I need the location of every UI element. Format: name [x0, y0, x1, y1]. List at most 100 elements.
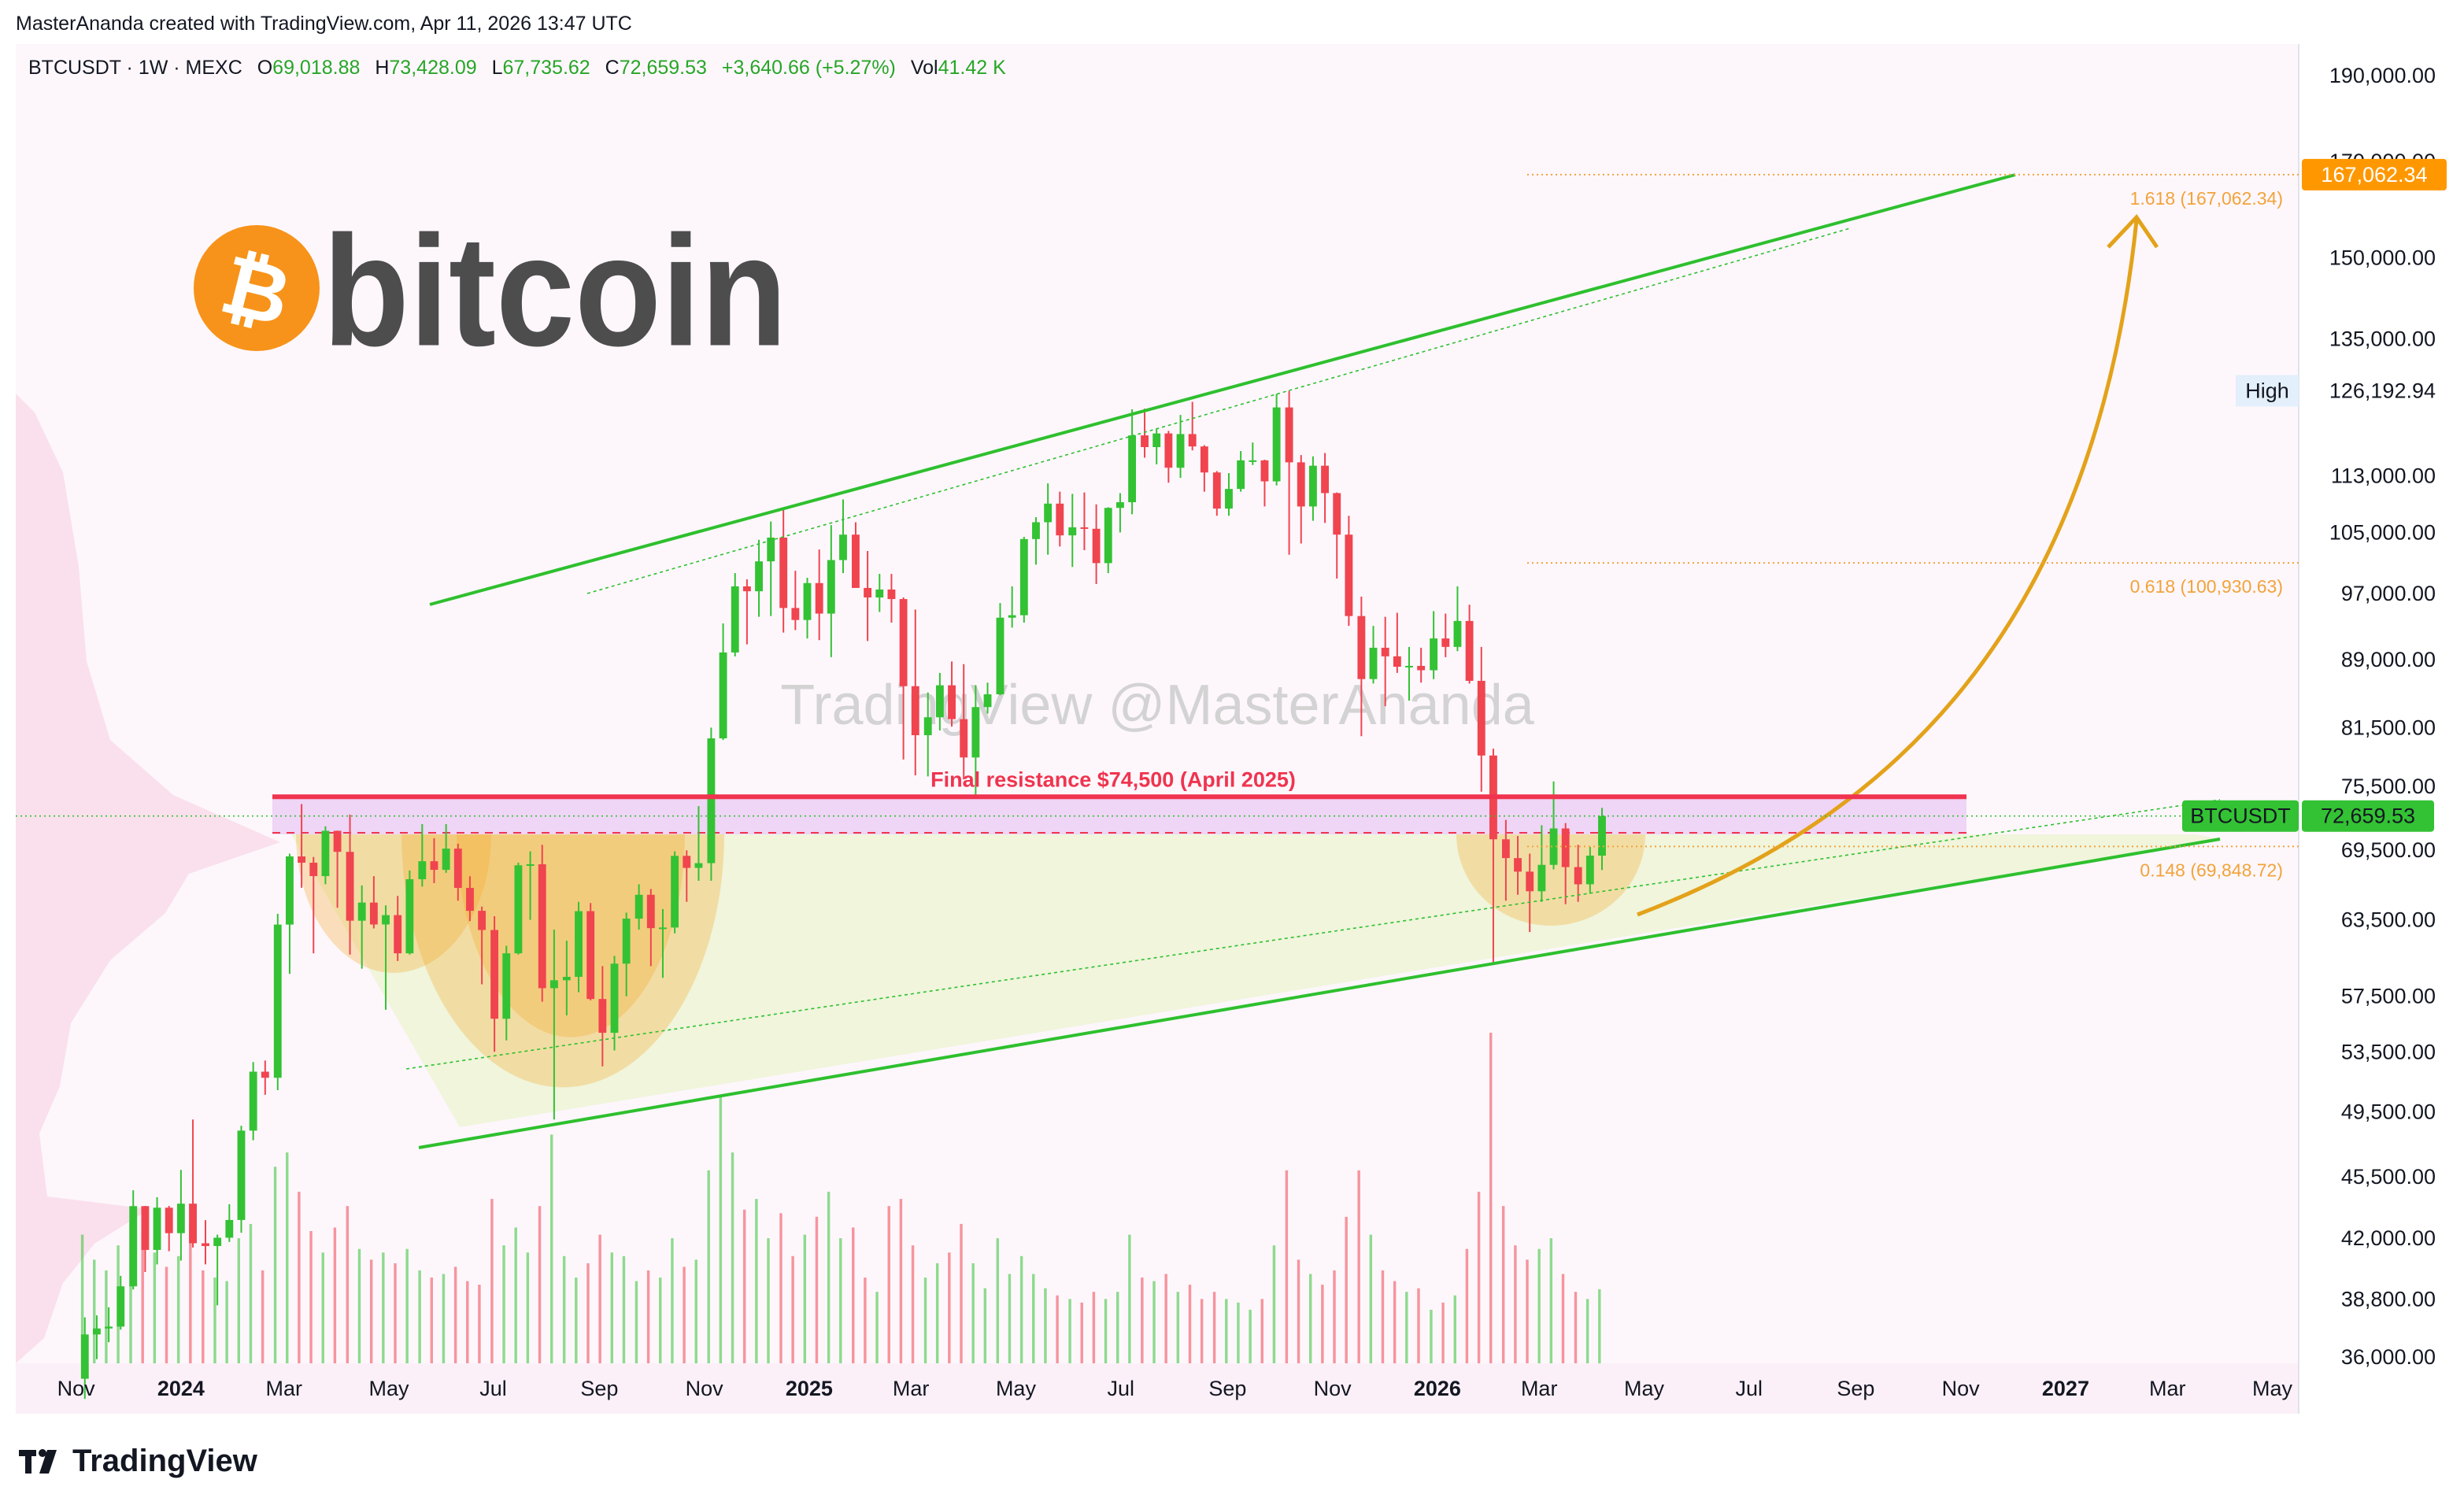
- candle-body: [1345, 534, 1353, 616]
- x-tick-label: Jul: [1735, 1377, 1763, 1400]
- candle-layer: [80, 390, 1606, 1400]
- candle-body: [719, 652, 727, 739]
- volume-bar: [1357, 1170, 1360, 1363]
- candle-body: [610, 963, 619, 1034]
- volume-bar: [1092, 1292, 1096, 1363]
- x-tick-label: Nov: [1314, 1377, 1352, 1400]
- candle-body: [478, 911, 487, 930]
- candle-body: [382, 915, 390, 925]
- candle-body: [1561, 828, 1570, 867]
- candle-body: [827, 560, 835, 614]
- volume-bar: [225, 1281, 228, 1363]
- candle-body: [1537, 864, 1546, 892]
- volume-bar: [1188, 1285, 1192, 1363]
- candle-body: [887, 589, 896, 600]
- time-axis-background: [16, 1363, 2299, 1414]
- candle-body: [1598, 815, 1606, 856]
- candle-body: [1176, 434, 1185, 468]
- y-tick-label: 57,500.00: [2341, 985, 2436, 1008]
- volume-bar: [141, 1231, 144, 1363]
- volume-bar: [707, 1170, 710, 1363]
- volume-bar: [549, 1134, 553, 1363]
- channel-upper: [429, 173, 2016, 606]
- candle-body: [502, 953, 511, 1019]
- volume-bar: [1225, 1299, 1228, 1363]
- high-box: [2236, 375, 2299, 407]
- volume-bar: [815, 1216, 819, 1363]
- attribution: MasterAnanda created with TradingView.co…: [16, 13, 632, 35]
- volume-bar: [755, 1199, 758, 1363]
- volume-bar: [1441, 1302, 1445, 1363]
- axis-layer: 190,000.00170,000.00150,000.00135,000.00…: [57, 64, 2436, 1400]
- candle-body: [286, 856, 294, 925]
- volume-bar: [646, 1270, 650, 1363]
- y-tick-label: 75,500.00: [2341, 775, 2436, 798]
- logo-part: [25, 1450, 31, 1474]
- candle-body: [1417, 665, 1426, 671]
- open-label: O: [257, 57, 272, 79]
- candle-body: [1321, 465, 1329, 494]
- candle-body: [899, 599, 908, 686]
- volume-bar: [1393, 1281, 1397, 1363]
- volume-bar: [502, 1245, 505, 1363]
- candle-body: [575, 911, 583, 978]
- volume-bar: [827, 1192, 831, 1363]
- volume-bar: [779, 1213, 782, 1363]
- volume-bar: [321, 1252, 324, 1363]
- volume-bar: [165, 1266, 168, 1363]
- volume-bar: [683, 1266, 686, 1363]
- volume-bar: [405, 1248, 409, 1363]
- candle-body: [176, 1204, 185, 1233]
- volume-bar: [971, 1263, 975, 1363]
- candle-body: [875, 589, 884, 598]
- candle-body: [852, 534, 860, 588]
- volume-bar: [357, 1248, 361, 1363]
- candle-body: [659, 927, 667, 930]
- volume-bar: [610, 1252, 614, 1363]
- volume-bar: [105, 1270, 108, 1363]
- channel-mid-upper: [586, 227, 1851, 594]
- volume-bar: [1297, 1259, 1300, 1363]
- volume-bar: [659, 1278, 662, 1363]
- candle-body: [298, 856, 306, 863]
- candle-body: [1068, 527, 1077, 536]
- volume-bar: [935, 1263, 939, 1363]
- y-tick-label: 150,000.00: [2329, 246, 2436, 269]
- volume-bar: [671, 1238, 674, 1363]
- candle-body: [490, 930, 499, 1019]
- volume-bar: [237, 1238, 241, 1363]
- plot-background: [16, 44, 2299, 1363]
- volume-bar: [526, 1252, 530, 1363]
- candle-body: [1453, 620, 1462, 647]
- candle-body: [202, 1243, 209, 1246]
- volume-bar: [1044, 1288, 1047, 1363]
- y-tick-label: 113,000.00: [2331, 464, 2436, 488]
- candle-body: [261, 1071, 269, 1078]
- candle-body: [1188, 434, 1197, 447]
- candle-body: [1477, 680, 1485, 756]
- candle-body: [1549, 828, 1558, 865]
- candle-body: [273, 924, 282, 1078]
- volume-bar: [442, 1274, 446, 1363]
- volume-bar: [514, 1227, 517, 1363]
- candle-body: [1297, 462, 1305, 507]
- candle-body: [1104, 508, 1112, 564]
- candle-body: [1526, 871, 1534, 892]
- watermark: TradingView @MasterAnanda: [780, 674, 1535, 737]
- volume-bar: [189, 1223, 192, 1363]
- candle-body: [960, 719, 968, 758]
- x-tick-label: 2026: [1414, 1377, 1461, 1400]
- volume-bar: [803, 1234, 807, 1363]
- volume-bar: [839, 1238, 842, 1363]
- volume-bar: [791, 1255, 794, 1363]
- low-value: 67,735.62: [502, 57, 590, 79]
- low-label: L: [492, 57, 503, 79]
- candle-body: [731, 586, 739, 653]
- x-tick-label: Sep: [580, 1377, 618, 1400]
- volume-bar: [1477, 1192, 1481, 1363]
- volume-bar: [1561, 1274, 1565, 1363]
- volume-bar: [394, 1263, 397, 1363]
- candle-body: [538, 864, 546, 989]
- volume-bar: [1260, 1299, 1263, 1363]
- x-tick-label: Sep: [1837, 1377, 1874, 1400]
